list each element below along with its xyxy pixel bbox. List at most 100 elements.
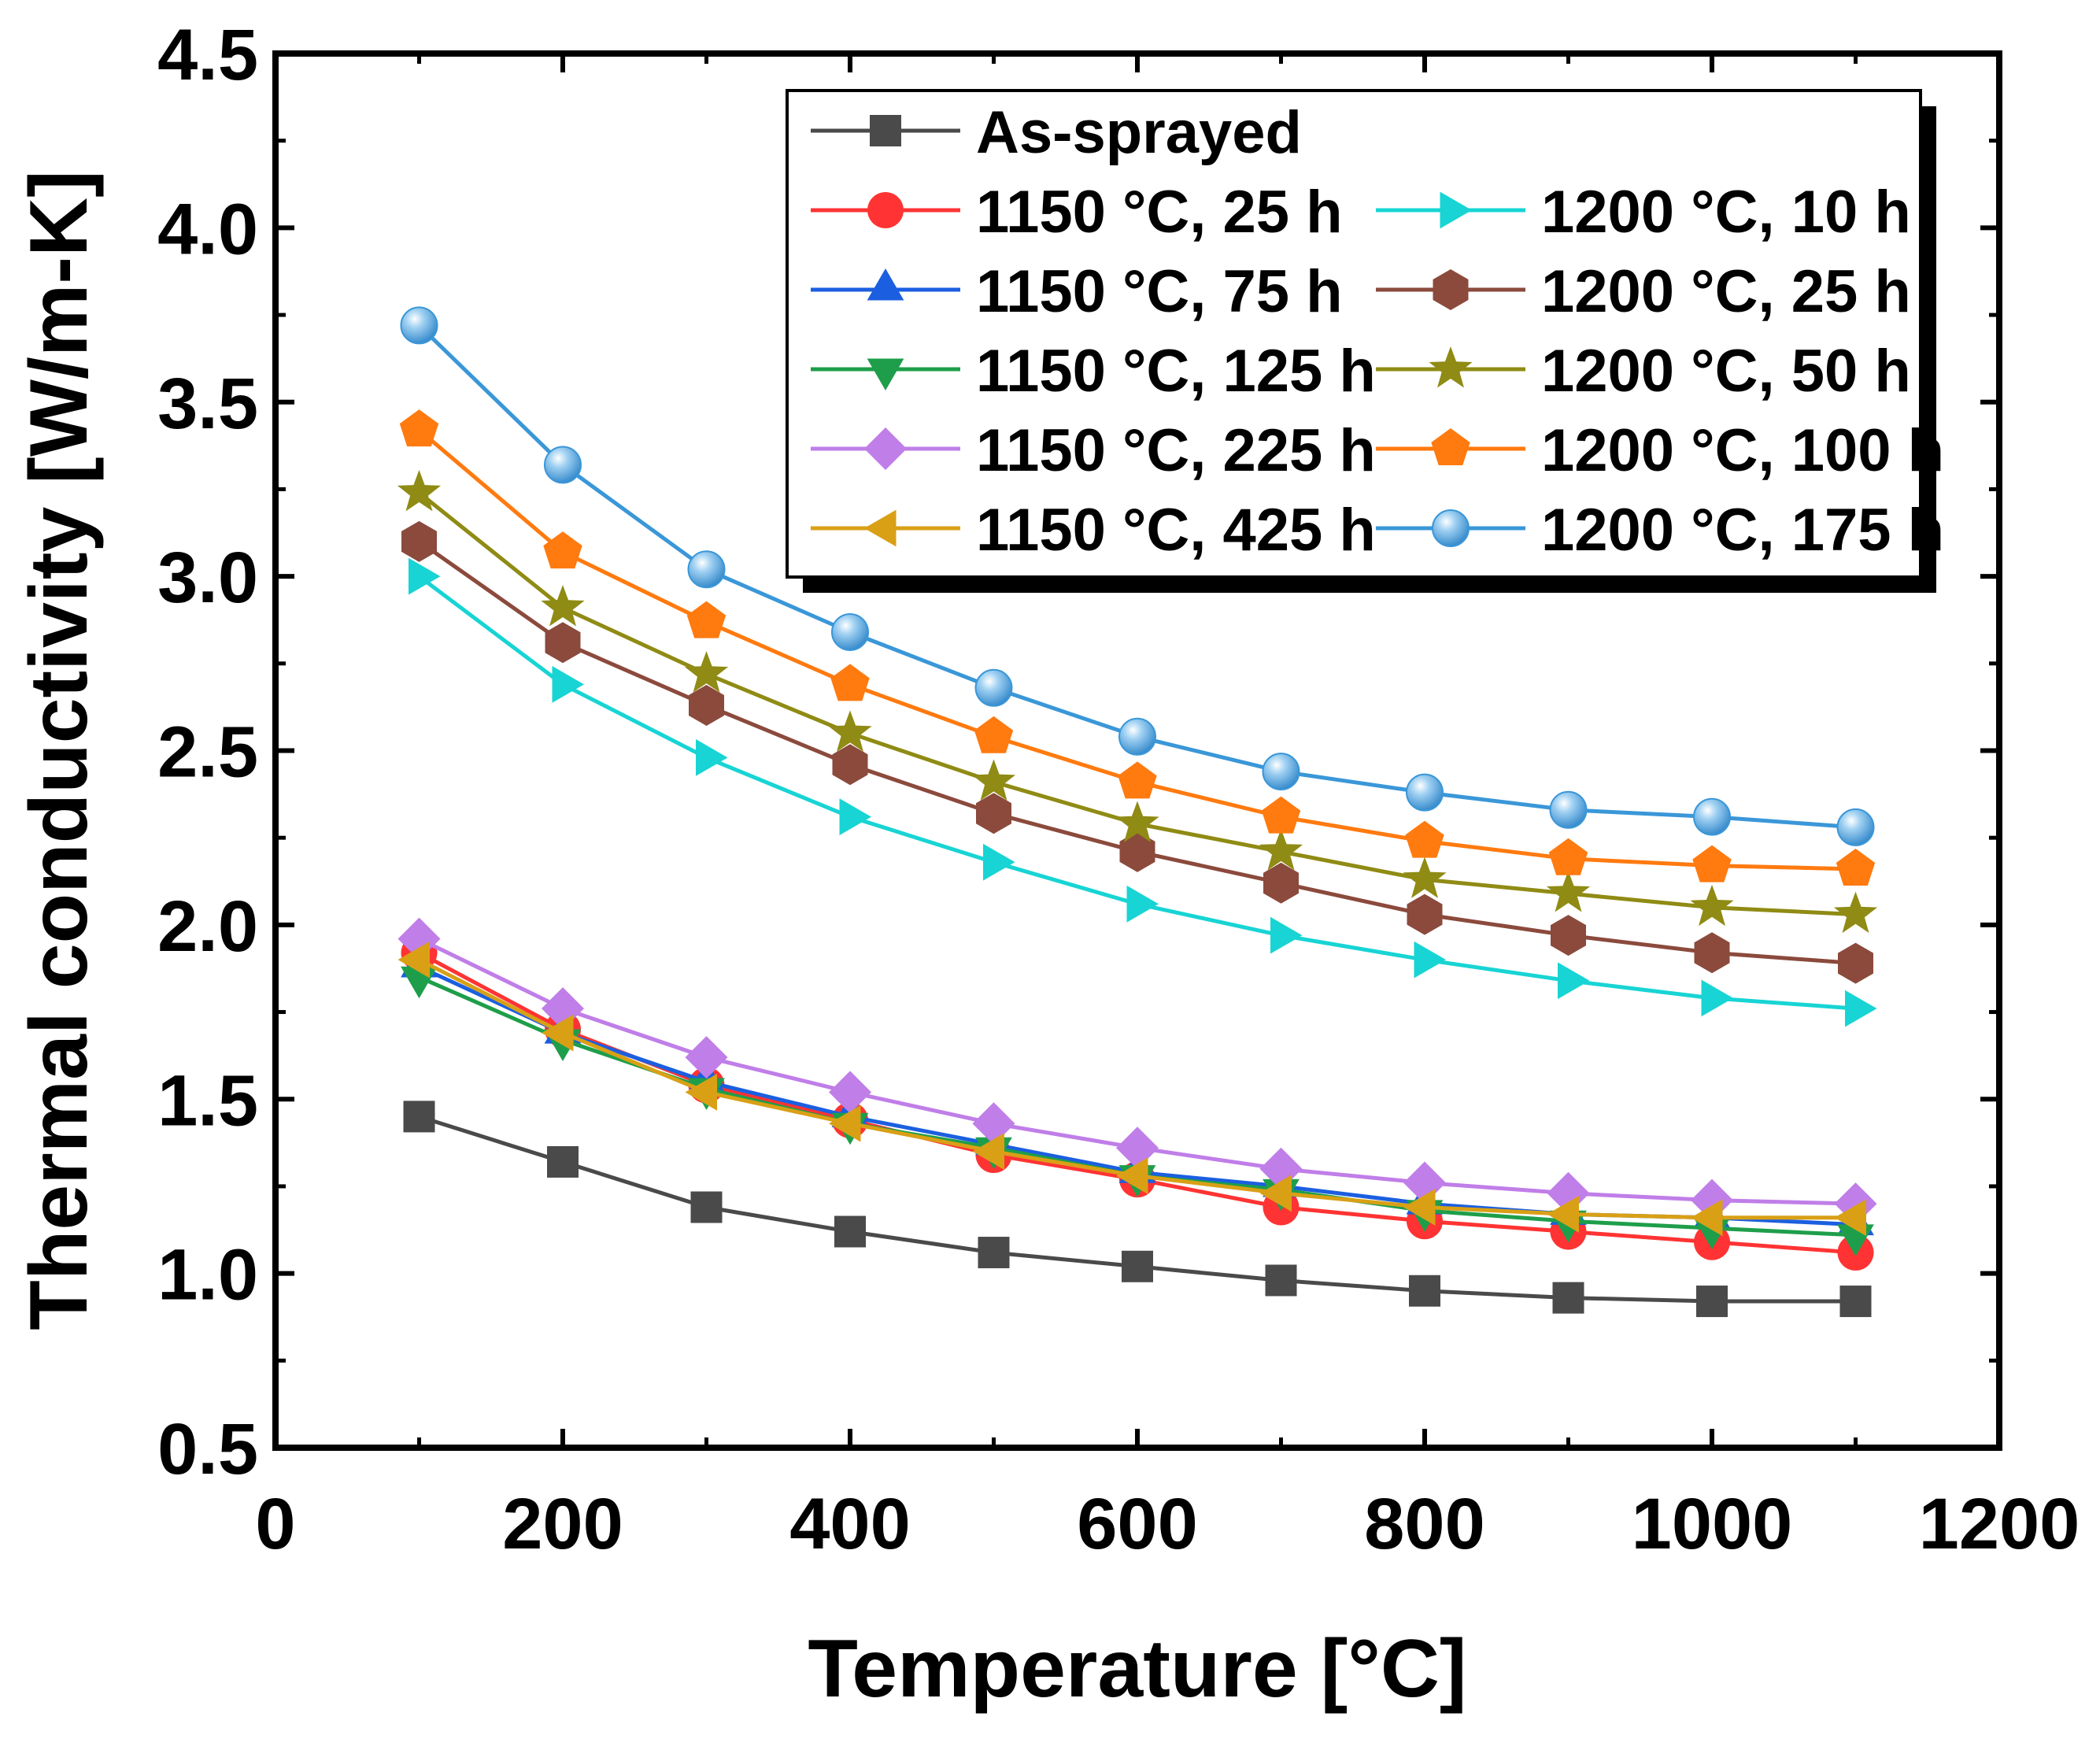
y-tick-label: 3.5 [157, 364, 258, 444]
data-point [543, 531, 582, 569]
series-9 [399, 409, 1876, 886]
x-tick-label: 1000 [1632, 1484, 1793, 1564]
data-point [831, 612, 869, 651]
data-point [834, 1215, 866, 1248]
data-point [1548, 838, 1588, 875]
data-point [409, 557, 441, 595]
legend-entry: 1150 °C, 125 h [811, 338, 1376, 405]
legend-label: 1200 °C, 100 h [1541, 417, 1944, 484]
data-point [542, 1014, 574, 1052]
legend-entry: 1150 °C, 225 h [811, 417, 1376, 484]
x-tick-label: 0 [255, 1484, 295, 1564]
legend-marker [864, 509, 897, 547]
data-point [545, 622, 581, 664]
series-5 [397, 941, 1866, 1237]
legend-marker [870, 115, 901, 146]
data-point [1694, 932, 1730, 974]
legend-marker [1431, 428, 1470, 465]
axes-layer: 0 200 400 600 800 1000 1200 0.5 1.0 1.5 2.0 2.5 3.0 3… [157, 15, 2080, 1564]
series-6 [409, 557, 1877, 1027]
data-point [1405, 820, 1444, 858]
data-point [1116, 1157, 1148, 1195]
data-point [972, 1133, 1004, 1171]
legend-label: 1200 °C, 25 h [1541, 258, 1911, 325]
data-point [1414, 941, 1446, 979]
series-3 [401, 966, 1874, 1256]
data-point [400, 306, 438, 345]
data-point [1403, 1189, 1436, 1226]
data-point [1261, 796, 1301, 834]
legend-label: 1200 °C, 10 h [1541, 179, 1911, 246]
legend-entry: 1200 °C, 175 h [1376, 497, 1944, 564]
legend-entry: 1200 °C, 100 h [1376, 417, 1944, 484]
x-tick-label: 200 [502, 1484, 623, 1564]
data-point [1265, 1264, 1297, 1297]
data-point [829, 1104, 861, 1142]
legend-entry: As-sprayed [811, 99, 1302, 166]
data-point [976, 793, 1011, 834]
data-point [1845, 990, 1877, 1027]
data-point [1836, 849, 1876, 886]
data-point [399, 409, 439, 447]
data-point [397, 469, 442, 512]
data-point [689, 684, 724, 726]
legend-marker [1429, 346, 1473, 388]
legend-label: 1150 °C, 225 h [976, 417, 1376, 484]
legend-entry: 1200 °C, 25 h [1376, 258, 1911, 325]
legend-label: 1200 °C, 175 h [1541, 497, 1944, 564]
y-axis-label: Thermal conductivity [W/m-K] [13, 170, 105, 1330]
data-point [1691, 1199, 1723, 1237]
series-0 [403, 1101, 1872, 1318]
legend-label: 1150 °C, 125 h [976, 338, 1376, 405]
y-tick-label: 4.5 [157, 15, 258, 95]
legend-label: 1150 °C, 75 h [976, 258, 1343, 325]
data-point [1551, 915, 1586, 956]
data-point [1546, 871, 1591, 912]
legend-label: 1150 °C, 25 h [976, 179, 1343, 246]
legend-entry: 1150 °C, 425 h [811, 497, 1376, 564]
legend-entry: 1200 °C, 10 h [1376, 179, 1911, 246]
data-point [978, 1237, 1010, 1269]
legend-marker [864, 427, 907, 470]
legend-label: 1200 °C, 50 h [1541, 338, 1911, 405]
x-axis-label: Temperature [°C] [808, 1623, 1466, 1715]
data-point [1549, 790, 1588, 829]
data-point [1692, 845, 1732, 882]
data-point [403, 1101, 435, 1133]
data-point [832, 744, 868, 786]
data-point [1836, 808, 1875, 846]
data-point [1403, 857, 1447, 898]
data-point [1833, 891, 1878, 934]
x-tick-label: 400 [789, 1484, 911, 1564]
x-tick-label: 800 [1364, 1484, 1485, 1564]
legend-label: 1150 °C, 425 h [976, 497, 1376, 564]
data-point [974, 668, 1013, 707]
data-point [829, 1071, 871, 1114]
data-point [1407, 893, 1443, 935]
legend: As-sprayed 1150 °C, 25 h 1150 °C, 75 h 1150… [786, 89, 1944, 593]
data-point [1547, 1195, 1579, 1233]
data-point [1118, 717, 1156, 756]
data-point [544, 446, 582, 484]
data-point [1690, 884, 1734, 927]
data-point [541, 584, 585, 627]
data-point [685, 1073, 717, 1111]
x-tick-label: 600 [1077, 1484, 1198, 1564]
legend-entries: As-sprayed 1150 °C, 25 h 1150 °C, 75 h 1150… [811, 99, 1944, 564]
data-point [974, 716, 1014, 753]
legend-marker [867, 268, 904, 301]
data-point [983, 843, 1015, 881]
legend-marker [1440, 191, 1472, 229]
legend-label: As-sprayed [976, 99, 1302, 166]
data-point [1558, 962, 1590, 1000]
legend-marker [1432, 509, 1470, 547]
data-point [1263, 862, 1299, 904]
data-point [547, 1145, 579, 1178]
data-point [1118, 761, 1157, 799]
data-point [830, 664, 870, 701]
data-point [696, 738, 728, 776]
y-tick-label: 2.0 [157, 886, 258, 967]
data-point [1693, 797, 1731, 836]
data-point [690, 1191, 723, 1223]
data-point [687, 550, 726, 589]
